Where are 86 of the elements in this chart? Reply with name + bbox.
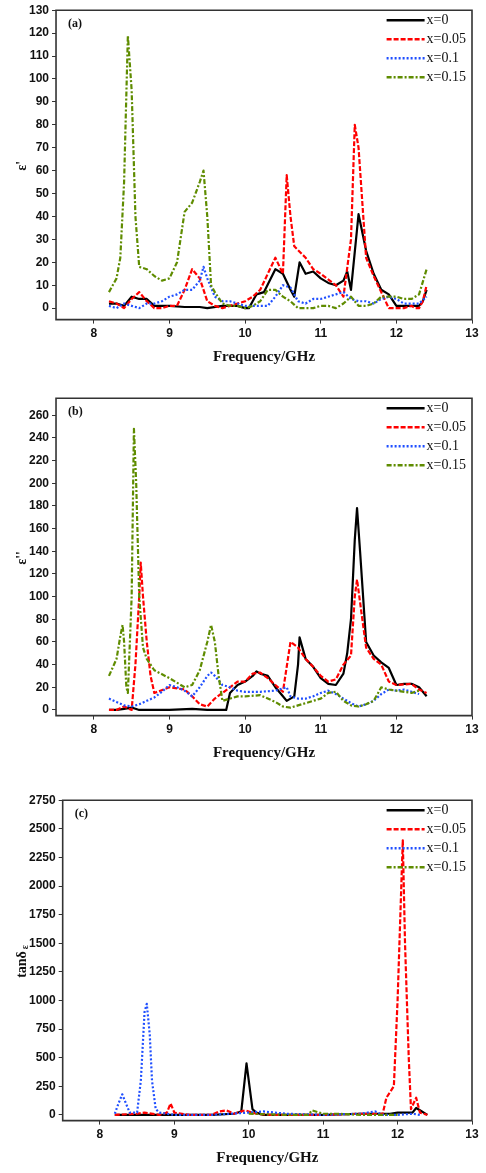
x-tick-label: 10: [238, 722, 253, 737]
y-tick-label: 200: [28, 475, 50, 490]
x-tick-label: 9: [170, 1127, 178, 1142]
y-tick-label: 80: [35, 611, 50, 626]
y-tick-label: 750: [35, 1021, 57, 1036]
y-tick-label: 70: [35, 140, 50, 155]
y-tick-label: 220: [28, 452, 50, 467]
line-series: [113, 839, 429, 1116]
legend-label: x=0.15: [426, 68, 467, 84]
y-tick-label: 160: [28, 520, 50, 535]
x-axis-title: Frequency/GHz: [216, 1148, 319, 1165]
x-tick-label: 13: [465, 722, 479, 737]
y-tick-label: 2750: [28, 792, 57, 807]
legend-label: x=0.05: [426, 418, 467, 434]
x-tick-label: 10: [238, 326, 253, 341]
y-tick-label: 500: [35, 1049, 57, 1064]
legend-label: x=0.15: [426, 456, 467, 472]
annotation: (b): [68, 404, 83, 419]
x-tick-label: 10: [242, 1127, 256, 1142]
y-tick-label: 1250: [28, 964, 57, 979]
y-tick-label: 180: [28, 498, 50, 513]
y-tick-label: 20: [35, 679, 50, 694]
legend-label: x=0.1: [426, 49, 460, 65]
x-axis-title: Frequency/GHz: [212, 743, 316, 760]
y-tick-label: 10: [35, 277, 50, 292]
annotation: (c): [74, 806, 89, 821]
x-tick-label: 12: [389, 722, 404, 737]
line-series: [107, 671, 421, 708]
y-tick-label: 240: [28, 430, 50, 445]
y-tick-label: 250: [35, 1078, 57, 1093]
y-tick-label: 0: [49, 1107, 57, 1122]
y-tick-label: 2250: [28, 849, 57, 864]
legend-label: x=0: [426, 801, 449, 817]
y-tick-label: 30: [35, 231, 50, 246]
legend-label: x=0.15: [426, 858, 467, 874]
x-tick-label: 11: [316, 1127, 330, 1142]
legend-label: x=0.1: [426, 839, 460, 855]
x-tick-label: 12: [389, 326, 404, 341]
y-tick-label: 80: [35, 117, 50, 132]
line-series: [107, 34, 428, 310]
x-tick-label: 8: [96, 1127, 104, 1142]
y-tick-label: 60: [35, 162, 50, 177]
y-tick-label: 1500: [28, 935, 57, 950]
x-tick-label: 13: [465, 1127, 479, 1142]
y-tick-label: 40: [35, 208, 50, 223]
legend-label: x=0.1: [426, 437, 460, 453]
y-tick-label: 20: [35, 254, 50, 269]
legend-label: x=0: [426, 11, 449, 27]
x-tick-label: 11: [314, 722, 328, 737]
y-tick-label: 260: [28, 407, 50, 422]
x-tick-label: 13: [465, 326, 479, 341]
x-axis-title: Frequency/GHz: [212, 347, 316, 364]
x-tick-label: 12: [390, 1127, 405, 1142]
x-tick-label: 11: [314, 326, 328, 341]
y-tick-label: 110: [29, 48, 50, 63]
y-axis-title: ε': [13, 160, 29, 171]
x-tick-label: 8: [90, 326, 98, 341]
y-tick-label: 140: [28, 543, 50, 558]
x-tick-label: 9: [166, 326, 174, 341]
y-tick-label: 0: [42, 702, 50, 717]
y-tick-label: 1750: [28, 906, 57, 921]
y-tick-label: 120: [28, 25, 50, 40]
annotation: (a): [68, 16, 83, 31]
legend-label: x=0.05: [426, 30, 467, 46]
line-series: [107, 123, 428, 310]
line-series: [107, 561, 428, 712]
y-tick-label: 50: [35, 185, 50, 200]
y-tick-label: 90: [35, 94, 50, 109]
y-tick-label: 0: [42, 300, 50, 315]
legend-label: x=0.05: [426, 820, 467, 836]
line-series: [113, 1002, 422, 1116]
y-tick-label: 60: [35, 634, 50, 649]
legend-label: x=0: [426, 399, 449, 415]
x-tick-label: 8: [90, 722, 98, 737]
y-tick-label: 2000: [28, 878, 57, 893]
y-tick-label: 130: [28, 2, 50, 17]
y-axis-title: ε'': [13, 551, 29, 565]
y-tick-label: 100: [28, 588, 50, 603]
y-tick-label: 2500: [28, 821, 57, 836]
y-tick-label: 100: [28, 71, 50, 86]
y-tick-label: 1000: [28, 992, 57, 1007]
y-tick-label: 40: [35, 656, 50, 671]
y-tick-label: 120: [28, 566, 50, 581]
line-series: [107, 427, 421, 709]
x-tick-label: 9: [166, 722, 174, 737]
line-series: [107, 265, 428, 310]
